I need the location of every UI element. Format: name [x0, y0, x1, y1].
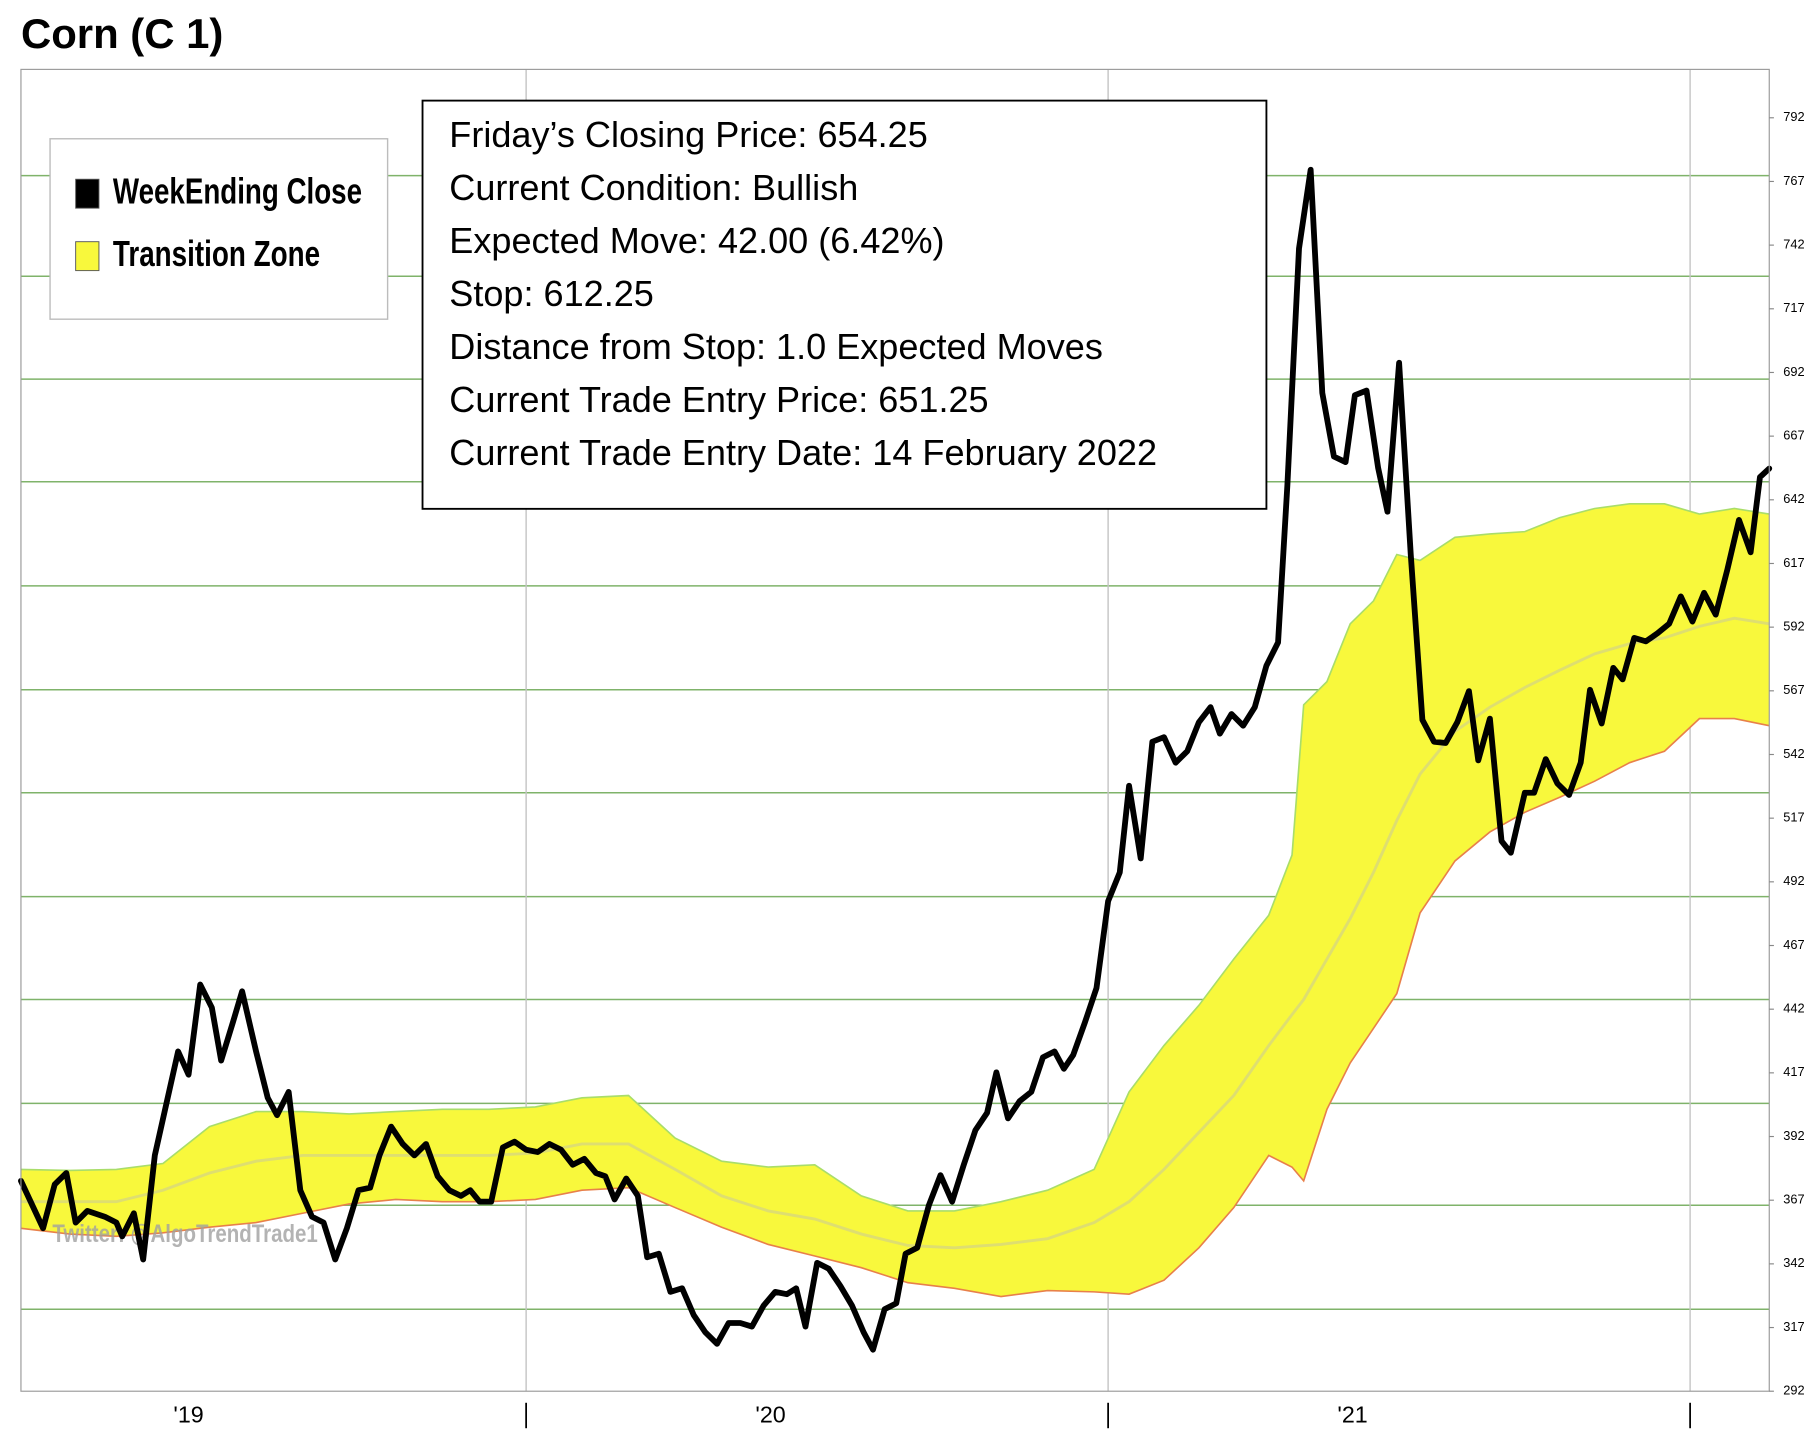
legend-label: Transition Zone: [113, 233, 320, 274]
legend-swatch: [75, 178, 100, 209]
y-tick-label: 342: [1783, 1255, 1804, 1270]
y-tick-label: 792: [1783, 109, 1804, 124]
watermark: Twitter: @AlgoTrendTrade1: [52, 1220, 317, 1248]
info-line: Expected Move: 42.00 (6.42%): [449, 220, 944, 261]
y-tick-label: 492: [1783, 873, 1804, 888]
info-line: Current Trade Entry Date: 14 February 20…: [449, 432, 1157, 473]
y-tick-label: 617: [1783, 555, 1804, 570]
y-tick-label: 667: [1783, 428, 1804, 443]
y-tick-label: 367: [1783, 1192, 1804, 1207]
band-mid-line: [20, 616, 1770, 1250]
info-line: Distance from Stop: 1.0 Expected Moves: [449, 326, 1103, 367]
y-tick-label: 517: [1783, 810, 1804, 825]
plot-frame: [20, 68, 1770, 1392]
y-tick-label: 292: [1783, 1383, 1804, 1398]
plot-data: Twitter: @AlgoTrendTrade1: [18, 166, 1773, 1353]
info-line: Current Condition: Bullish: [449, 167, 858, 208]
y-tick-label: 642: [1783, 491, 1804, 506]
y-tick-label: 317: [1783, 1319, 1804, 1334]
chart-title: Corn (C 1): [21, 10, 223, 57]
info-box: Friday’s Closing Price: 654.25 Current Co…: [421, 99, 1268, 510]
y-tick-label: 392: [1783, 1128, 1804, 1143]
band-upper-edge: [20, 503, 1770, 1212]
legend: WeekEnding Close Transition Zone: [49, 138, 389, 320]
close-line: [18, 166, 1773, 1353]
info-line: Friday’s Closing Price: 654.25: [449, 114, 927, 155]
axes: 292 317 342 367 392 417 442 467 492 517 542 567 592 6…: [173, 109, 1805, 1429]
y-tick-label: 542: [1783, 746, 1804, 761]
legend-swatch: [75, 241, 100, 272]
legend-label: WeekEnding Close: [113, 171, 362, 212]
legend-box: [49, 138, 389, 320]
y-tick-label: 442: [1783, 1001, 1804, 1016]
y-tick-label: 417: [1783, 1064, 1804, 1079]
y-tick-label: 467: [1783, 937, 1804, 952]
x-tick-label: '21: [1337, 1402, 1367, 1428]
y-tick-label: 717: [1783, 300, 1804, 315]
y-tick-label: 742: [1783, 237, 1804, 252]
y-tick-label: 692: [1783, 364, 1804, 379]
info-line: Current Trade Entry Price: 651.25: [449, 379, 988, 420]
y-tick-label: 592: [1783, 619, 1804, 634]
y-tick-label: 567: [1783, 682, 1804, 697]
info-line: Stop: 612.25: [449, 273, 654, 314]
info-frame: [421, 99, 1268, 510]
band-lower-edge: [20, 717, 1770, 1298]
x-tick-label: '19: [173, 1402, 203, 1428]
x-tick-label: '20: [755, 1402, 785, 1428]
y-tick-label: 767: [1783, 173, 1804, 188]
